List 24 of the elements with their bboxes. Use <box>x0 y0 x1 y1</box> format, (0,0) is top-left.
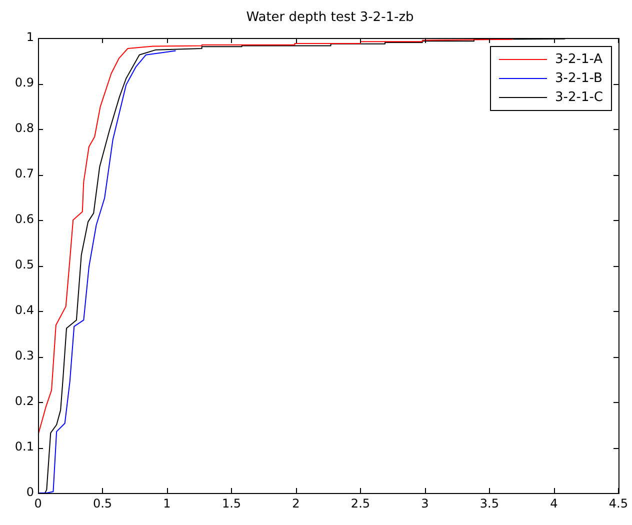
y-tick-label: 0.2 <box>14 394 34 408</box>
y-tick-label: 0.5 <box>14 258 34 272</box>
y-tick-label: 0.4 <box>14 303 34 318</box>
y-tick-label: 0 <box>26 485 34 500</box>
x-tick-label: 2.5 <box>350 496 370 510</box>
y-tick-label: 0.6 <box>14 212 34 226</box>
y-tick-label: 0.1 <box>14 440 34 454</box>
y-tick-label: 0.9 <box>14 76 34 90</box>
legend-label: 3-2-1-B <box>555 71 602 86</box>
y-tick-label: 1 <box>26 30 34 44</box>
x-tick-label: 4.5 <box>608 496 628 510</box>
x-tick-label: 0.5 <box>92 496 112 510</box>
x-tick-label: 3 <box>421 496 429 510</box>
x-tick-label: 1.5 <box>222 496 242 510</box>
legend-label: 3-2-1-A <box>555 52 603 67</box>
y-tick-label: 0.3 <box>14 348 34 363</box>
y-tick-label: 0.8 <box>14 121 34 136</box>
y-tick-label: 0.7 <box>14 166 34 181</box>
x-tick-label: 1 <box>163 496 171 510</box>
x-tick-label: 4 <box>550 496 558 510</box>
chart-title: Water depth test 3-2-1-zb <box>245 10 415 25</box>
x-tick-label: 3.5 <box>480 496 500 510</box>
legend-label: 3-2-1-C <box>555 90 603 105</box>
x-tick-label: 2 <box>292 496 300 510</box>
